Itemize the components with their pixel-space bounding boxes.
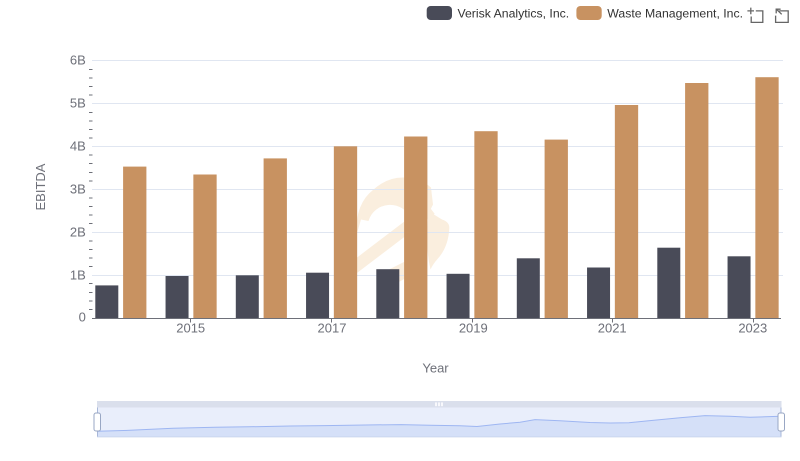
svg-text:EBITDA: EBITDA [33, 163, 48, 210]
svg-text:Waste Management, Inc.: Waste Management, Inc. [607, 6, 743, 20]
svg-text:3B: 3B [70, 182, 86, 197]
svg-text:6B: 6B [70, 53, 86, 68]
svg-text:1B: 1B [70, 268, 86, 283]
svg-text:2021: 2021 [598, 320, 627, 335]
svg-text:4B: 4B [70, 139, 86, 154]
svg-text:2019: 2019 [459, 320, 488, 335]
svg-text:2017: 2017 [318, 320, 347, 335]
svg-text:5B: 5B [70, 96, 86, 111]
svg-text:0: 0 [79, 310, 86, 325]
svg-text:2015: 2015 [176, 320, 205, 335]
svg-text:2023: 2023 [738, 320, 767, 335]
svg-text:Verisk Analytics, Inc.: Verisk Analytics, Inc. [458, 6, 570, 20]
svg-text:2B: 2B [70, 225, 86, 240]
svg-text:Year: Year [422, 361, 449, 376]
